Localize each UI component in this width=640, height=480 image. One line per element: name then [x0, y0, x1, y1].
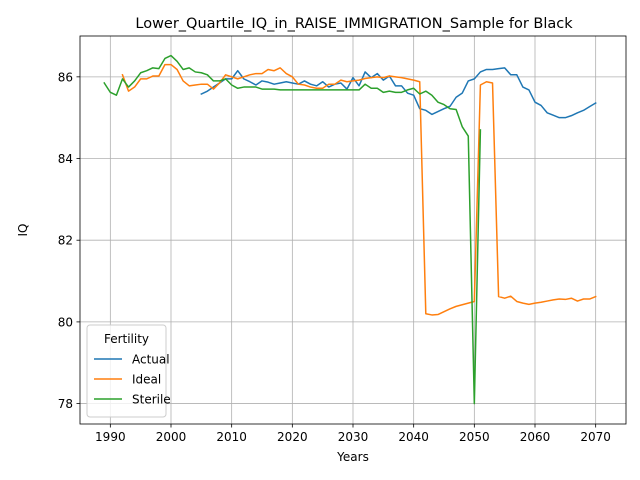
- y-tick-label: 82: [58, 234, 73, 248]
- y-tick-label: 80: [58, 315, 73, 329]
- y-axis-title: IQ: [16, 224, 30, 237]
- x-tick-label: 2060: [520, 430, 551, 444]
- x-axis-title: Years: [336, 450, 369, 464]
- x-tick-label: 2020: [277, 430, 308, 444]
- legend-label-actual: Actual: [132, 353, 170, 367]
- legend-label-ideal: Ideal: [132, 373, 161, 387]
- legend: Fertility Actual Ideal Sterile: [87, 325, 171, 417]
- chart-title: Lower_Quartile_IQ_in_RAISE_IMMIGRATION_S…: [135, 16, 573, 32]
- y-tick-label: 78: [58, 397, 73, 411]
- x-tick-label: 2030: [338, 430, 369, 444]
- x-tick-label: 2070: [580, 430, 611, 444]
- x-tick-label: 1990: [95, 430, 126, 444]
- legend-label-sterile: Sterile: [132, 393, 171, 407]
- x-tick-label: 2040: [398, 430, 429, 444]
- x-tick-label: 2010: [216, 430, 247, 444]
- y-tick-label: 86: [58, 70, 73, 84]
- x-tick-label: 2050: [459, 430, 490, 444]
- x-tick-label: 2000: [156, 430, 187, 444]
- y-tick-label: 84: [58, 152, 73, 166]
- legend-title: Fertility: [104, 332, 149, 346]
